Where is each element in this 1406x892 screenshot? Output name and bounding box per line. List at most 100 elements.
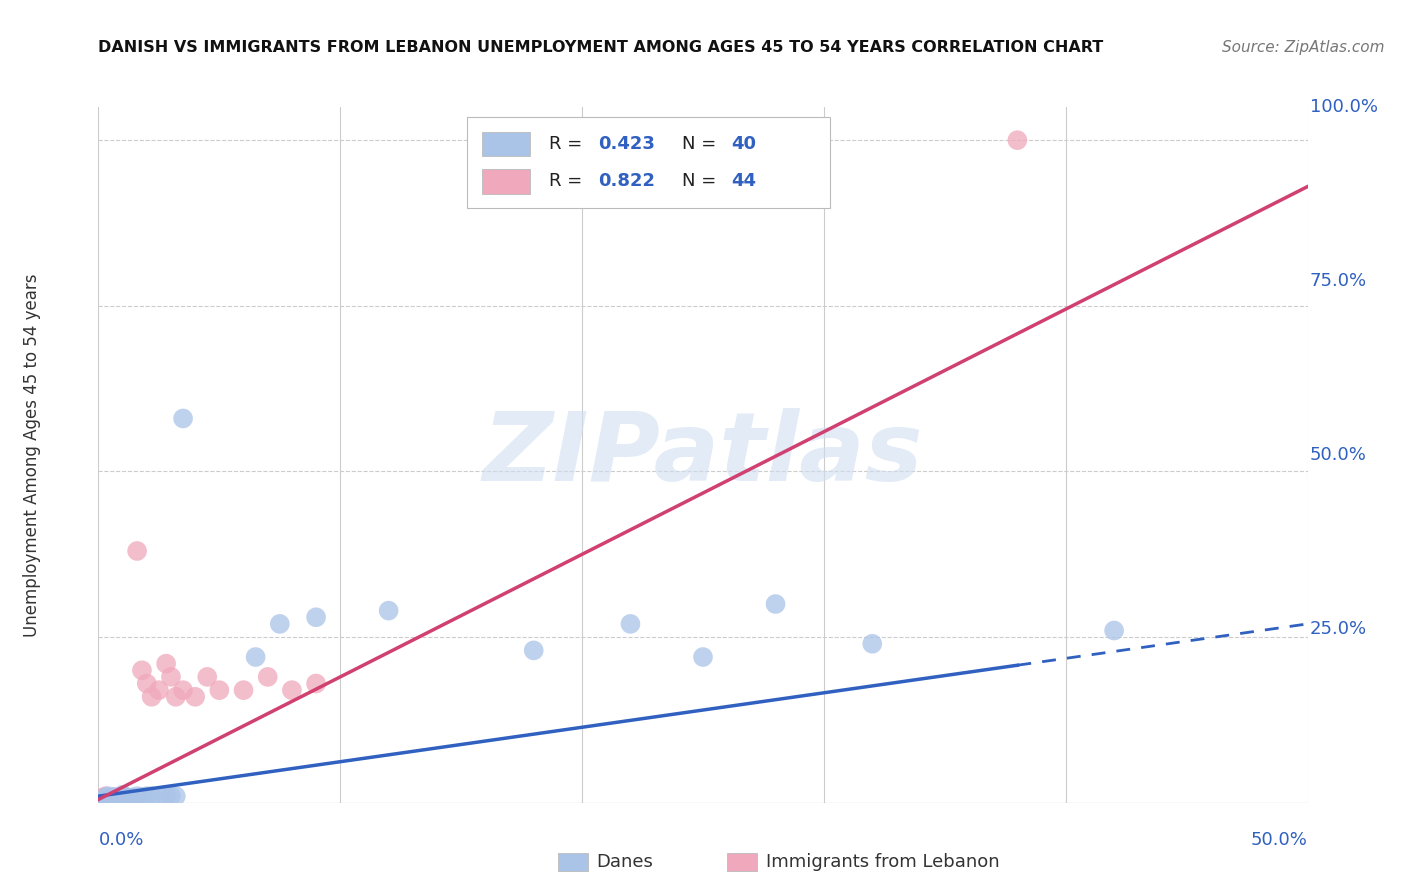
Point [135,676,157,690]
Point [97,791,120,805]
Point [100,793,122,807]
Point [245,650,267,665]
Point [765,597,787,611]
Point [108,792,131,806]
Point [377,604,399,618]
Text: Unemployment Among Ages 45 to 54 years: Unemployment Among Ages 45 to 54 years [22,273,41,637]
FancyBboxPatch shape [482,169,530,194]
Point [97,791,120,805]
Point [107,792,129,806]
Point [165,690,187,704]
Point [94,792,117,806]
Text: 0.0%: 0.0% [98,830,143,848]
Point [101,793,124,807]
Point [860,637,883,651]
Point [121,790,143,805]
Point [90,795,112,809]
Point [100,792,122,806]
Point [100,792,122,806]
Point [117,792,139,806]
Point [101,790,124,805]
Text: 25.0%: 25.0% [1310,620,1367,638]
Point [141,690,163,704]
Point [232,683,254,698]
Text: 50.0%: 50.0% [1310,446,1367,464]
Point [281,683,304,698]
Point [104,792,127,806]
Point [111,791,134,805]
Point [141,789,163,804]
Text: Immigrants from Lebanon: Immigrants from Lebanon [766,853,1000,871]
Text: DANISH VS IMMIGRANTS FROM LEBANON UNEMPLOYMENT AMONG AGES 45 TO 54 YEARS CORRELA: DANISH VS IMMIGRANTS FROM LEBANON UNEMPL… [98,40,1104,55]
Point [97,793,120,807]
Point [121,791,143,805]
Point [94,790,117,805]
Point [269,616,291,631]
Point [104,789,127,804]
Point [108,792,131,806]
Point [172,683,194,698]
Point [160,670,183,684]
Point [184,690,207,704]
FancyBboxPatch shape [727,854,758,871]
Point [208,683,231,698]
Point [111,791,134,805]
Point [111,788,134,802]
Point [90,792,112,806]
Point [97,794,120,808]
Point [104,792,127,806]
Point [148,683,170,698]
Point [101,792,124,806]
FancyBboxPatch shape [482,132,530,156]
Point [131,663,153,677]
Text: 50.0%: 50.0% [1251,830,1308,848]
Text: 44: 44 [731,172,756,191]
Point [619,616,641,631]
Point [94,789,117,804]
Point [127,544,149,558]
Text: 100.0%: 100.0% [1310,98,1378,116]
Point [91,794,114,808]
Point [107,792,129,806]
Point [148,789,170,804]
Text: 40: 40 [731,135,756,153]
Point [90,794,112,808]
Point [117,792,139,806]
Point [101,790,124,805]
Point [1007,133,1029,147]
Point [91,793,114,807]
Point [97,789,120,804]
Point [256,670,278,684]
Text: R =: R = [550,135,589,153]
FancyBboxPatch shape [467,118,830,208]
Text: Source: ZipAtlas.com: Source: ZipAtlas.com [1222,40,1385,55]
Text: ZIPatlas: ZIPatlas [482,409,924,501]
Point [195,670,218,684]
Text: 0.822: 0.822 [598,172,655,191]
Point [94,792,117,806]
Point [305,610,328,624]
Point [127,789,149,804]
Text: 0.423: 0.423 [598,135,655,153]
Point [523,643,546,657]
Point [160,789,183,804]
Point [111,789,134,804]
FancyBboxPatch shape [558,854,588,871]
Point [172,411,194,425]
Point [117,790,139,805]
Text: 75.0%: 75.0% [1310,272,1367,290]
Point [692,650,714,665]
Point [305,676,328,690]
Text: R =: R = [550,172,589,191]
Text: N =: N = [682,172,723,191]
Point [155,657,177,671]
Point [131,789,153,804]
Point [1102,624,1125,638]
Text: Danes: Danes [596,853,654,871]
Point [135,789,157,804]
Point [155,789,177,804]
Point [91,790,114,805]
Text: N =: N = [682,135,723,153]
Point [100,794,122,808]
Point [165,789,187,804]
